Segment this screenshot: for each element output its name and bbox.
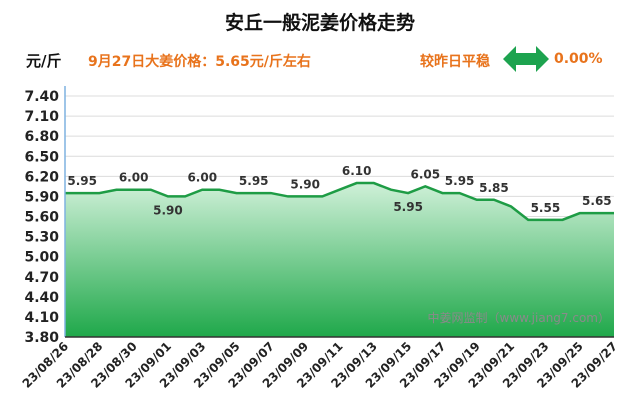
compare-label: 较昨日平稳 (420, 54, 490, 70)
data-label: 5.95 (445, 174, 475, 188)
y-tick-label: 7.10 (24, 109, 59, 125)
data-label: 6.10 (342, 164, 372, 178)
flat-double-arrow-icon (503, 46, 549, 72)
watermark: 中姜网监制（www.jiang7.com） (428, 310, 610, 325)
data-label: 5.65 (582, 194, 612, 208)
data-label: 5.95 (393, 200, 423, 214)
data-label: 5.90 (153, 203, 183, 217)
data-label: 5.90 (290, 177, 320, 191)
y-tick-label: 4.70 (24, 270, 59, 286)
y-tick-label: 5.60 (24, 210, 59, 226)
y-tick-label: 5.30 (24, 230, 59, 246)
price-headline: 9月27日大姜价格：5.65元/斤左右 (88, 54, 311, 70)
y-tick-label: 6.50 (24, 149, 59, 165)
y-tick-label: 6.20 (24, 169, 59, 185)
y-tick-label: 5.00 (24, 250, 59, 266)
y-tick-label: 5.90 (24, 189, 59, 205)
y-tick-label: 4.40 (24, 290, 59, 306)
data-label: 5.95 (67, 174, 97, 188)
y-tick-label: 3.80 (24, 330, 59, 346)
price-area (65, 183, 614, 337)
data-label: 5.95 (239, 174, 269, 188)
data-label: 5.85 (479, 181, 509, 195)
data-label: 5.55 (531, 201, 561, 215)
data-label: 6.00 (187, 171, 217, 185)
y-tick-label: 6.80 (24, 129, 59, 145)
data-label: 6.00 (119, 171, 149, 185)
y-tick-label: 4.10 (24, 310, 59, 326)
data-label: 6.05 (410, 167, 440, 181)
unit-label: 元/斤 (26, 52, 62, 70)
flat-arrow-shape (503, 46, 549, 72)
y-tick-label: 7.40 (24, 89, 59, 105)
change-percent: 0.00% (554, 51, 603, 67)
label-layer: 5.95 6.00 5.90 6.00 5.95 5.90 6.10 5.95 6.05 5.95… (67, 164, 611, 217)
chart-title: 安丘一般泥姜价格走势 (224, 12, 415, 34)
area-layer (64, 181, 615, 337)
